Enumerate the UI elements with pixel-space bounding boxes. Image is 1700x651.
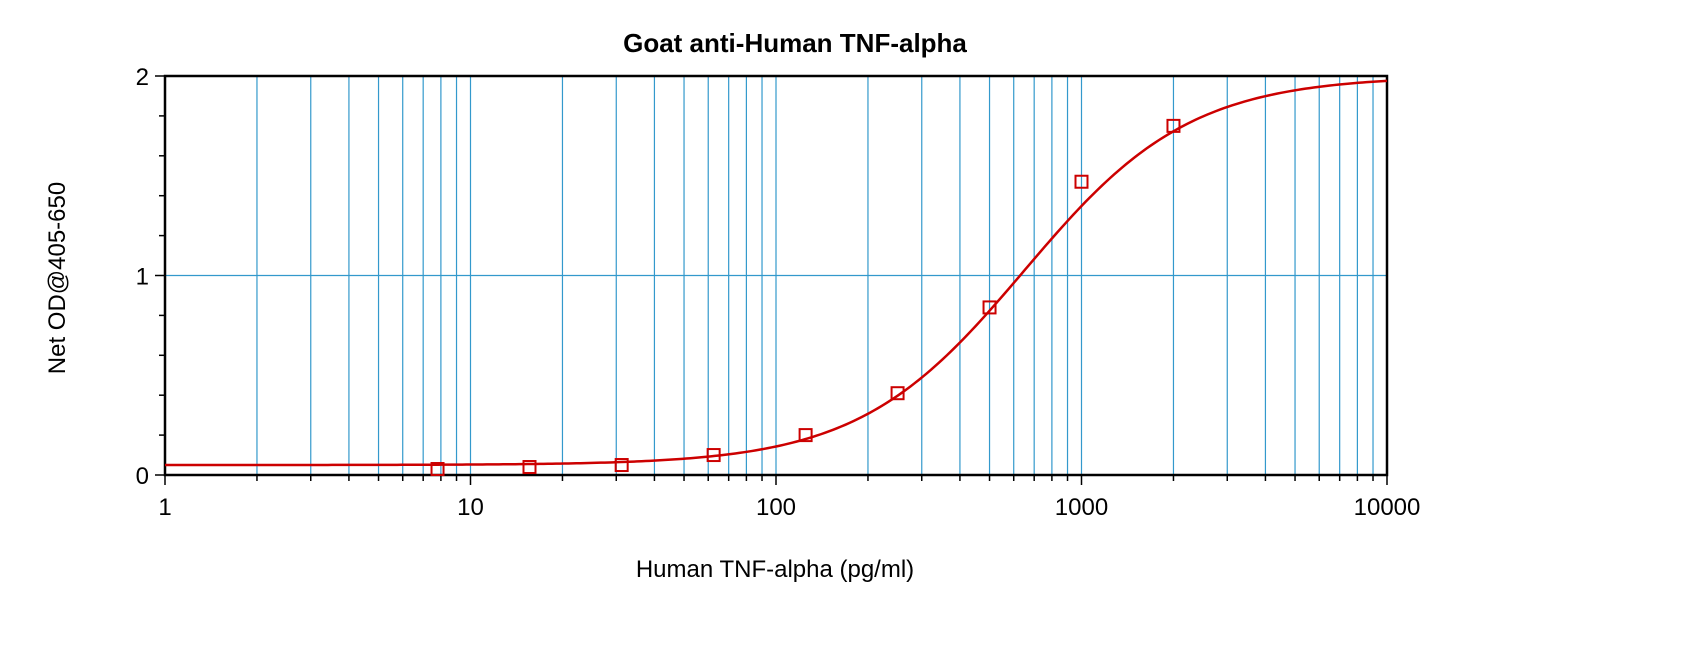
y-tick-label: 1 (136, 264, 149, 291)
data-point (1166, 118, 1181, 133)
x-tick-label: 1000 (1055, 494, 1108, 521)
data-point (430, 462, 445, 477)
x-tick-label: 10 (457, 494, 484, 521)
data-point (614, 458, 629, 473)
data-point (798, 428, 813, 443)
fit-curve (165, 79, 1388, 467)
x-axis-label: Human TNF-alpha (pg/ml) (635, 556, 915, 583)
x-tick-label: 100 (756, 494, 796, 521)
data-point (1074, 174, 1089, 189)
y-tick-label: 2 (136, 64, 149, 91)
chart-title: Goat anti-Human TNF-alpha (623, 28, 967, 58)
data-point (706, 448, 721, 463)
data-point (982, 300, 997, 315)
x-tick-label: 10000 (1354, 494, 1421, 521)
y-axis-label: Net OD@405-650 (44, 181, 71, 375)
x-tick-label: 1 (158, 494, 171, 521)
y-tick-label: 0 (136, 463, 149, 490)
data-point (522, 460, 537, 475)
data-point (890, 386, 905, 401)
